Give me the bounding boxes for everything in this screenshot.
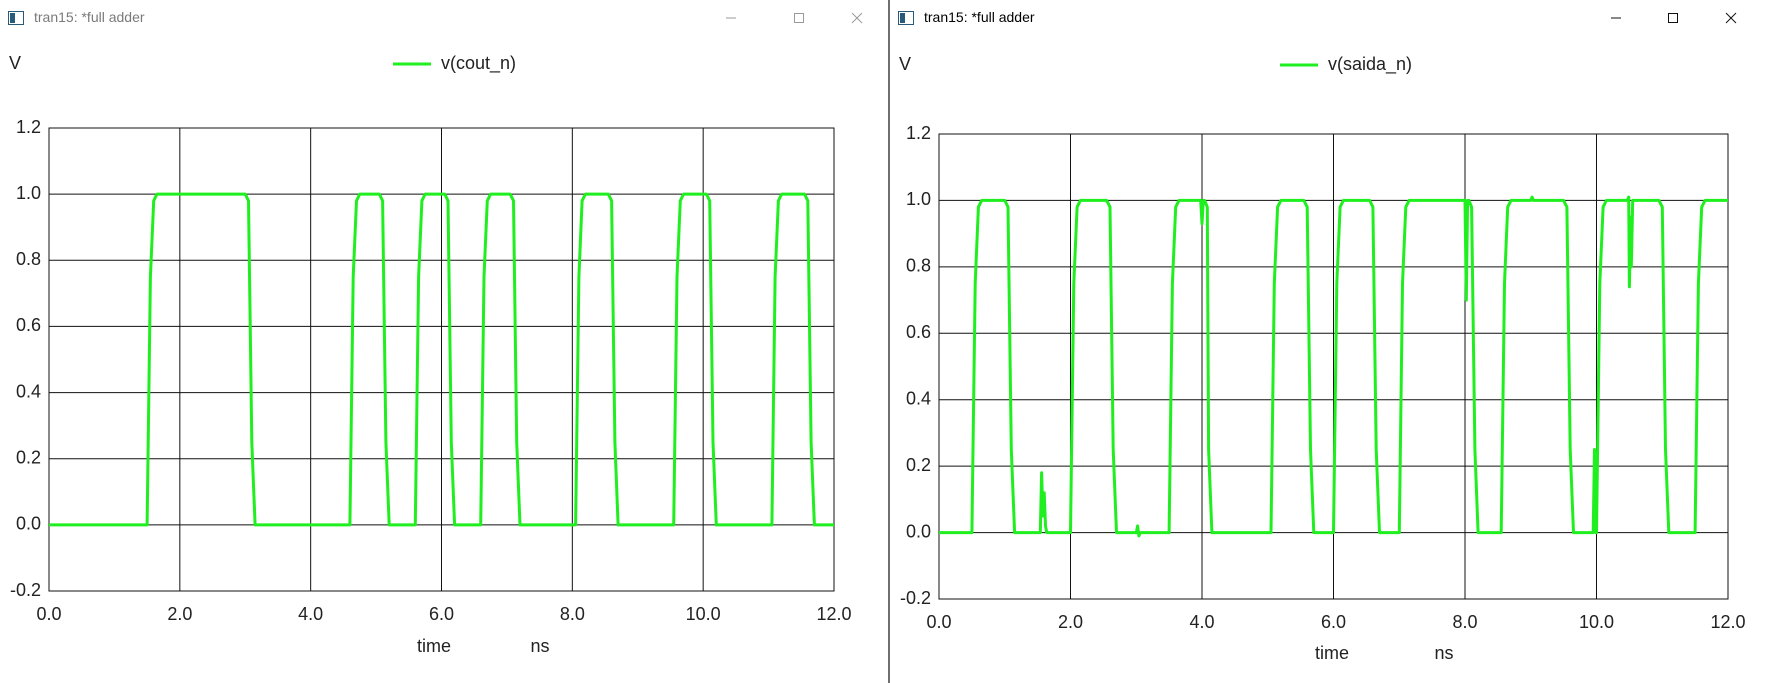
minimize-icon bbox=[1611, 17, 1621, 19]
y-tick-label: 0.8 bbox=[16, 249, 41, 269]
x-tick-label: 4.0 bbox=[1189, 612, 1214, 632]
legend-label: v(cout_n) bbox=[441, 53, 516, 74]
series-line bbox=[49, 192, 834, 527]
y-tick-label: -0.2 bbox=[900, 588, 931, 608]
minimize-button[interactable] bbox=[1593, 0, 1639, 36]
series-line bbox=[939, 195, 1728, 538]
window-divider bbox=[888, 0, 890, 683]
x-axis-label: time bbox=[1315, 643, 1349, 663]
y-tick-label: 1.0 bbox=[906, 189, 931, 209]
y-tick-label: 0.2 bbox=[906, 455, 931, 475]
x-tick-label: 0.0 bbox=[926, 612, 951, 632]
y-tick-label: 0.0 bbox=[16, 514, 41, 534]
y-tick-label: -0.2 bbox=[10, 580, 41, 600]
y-tick-label: 1.2 bbox=[16, 117, 41, 137]
y-tick-label: 0.6 bbox=[16, 315, 41, 335]
title-bar[interactable]: tran15: *full adder bbox=[890, 0, 1775, 36]
x-tick-label: 0.0 bbox=[36, 604, 61, 624]
plot-frame bbox=[48, 127, 835, 592]
x-tick-label: 2.0 bbox=[1058, 612, 1083, 632]
close-icon bbox=[1725, 12, 1737, 24]
minimize-button[interactable] bbox=[708, 0, 754, 36]
x-axis-unit-label: ns bbox=[1434, 643, 1453, 663]
app-icon bbox=[898, 11, 914, 25]
window-title: tran15: *full adder bbox=[924, 9, 1035, 25]
y-tick-label: 0.8 bbox=[906, 256, 931, 276]
x-tick-label: 6.0 bbox=[1321, 612, 1346, 632]
title-bar[interactable]: tran15: *full adder bbox=[0, 0, 888, 36]
close-icon bbox=[851, 12, 863, 24]
y-tick-label: 0.4 bbox=[16, 381, 41, 401]
x-tick-label: 8.0 bbox=[1452, 612, 1477, 632]
maximize-button[interactable] bbox=[776, 0, 822, 36]
x-tick-label: 2.0 bbox=[167, 604, 192, 624]
y-axis-label: V bbox=[9, 53, 21, 73]
maximize-button[interactable] bbox=[1650, 0, 1696, 36]
x-axis-label: time bbox=[417, 636, 451, 656]
x-tick-label: 12.0 bbox=[816, 604, 851, 624]
y-tick-label: 0.0 bbox=[906, 521, 931, 541]
y-tick-label: 1.0 bbox=[16, 183, 41, 203]
x-tick-label: 8.0 bbox=[560, 604, 585, 624]
x-axis-unit-label: ns bbox=[530, 636, 549, 656]
y-tick-label: 0.6 bbox=[906, 322, 931, 342]
close-button[interactable] bbox=[834, 0, 880, 36]
app-icon bbox=[8, 11, 24, 25]
legend-label: v(saida_n) bbox=[1328, 54, 1412, 75]
maximize-icon bbox=[794, 13, 804, 23]
x-tick-label: 4.0 bbox=[298, 604, 323, 624]
maximize-icon bbox=[1668, 13, 1678, 23]
close-button[interactable] bbox=[1708, 0, 1754, 36]
plot-frame bbox=[938, 133, 1729, 600]
minimize-icon bbox=[726, 17, 736, 19]
x-tick-label: 12.0 bbox=[1710, 612, 1745, 632]
y-tick-label: 0.2 bbox=[16, 447, 41, 467]
x-tick-label: 10.0 bbox=[686, 604, 721, 624]
x-tick-label: 10.0 bbox=[1579, 612, 1614, 632]
y-tick-label: 0.4 bbox=[906, 388, 931, 408]
y-tick-label: 1.2 bbox=[906, 123, 931, 143]
x-tick-label: 6.0 bbox=[429, 604, 454, 624]
window-title: tran15: *full adder bbox=[34, 9, 145, 25]
y-axis-label: V bbox=[899, 54, 911, 74]
